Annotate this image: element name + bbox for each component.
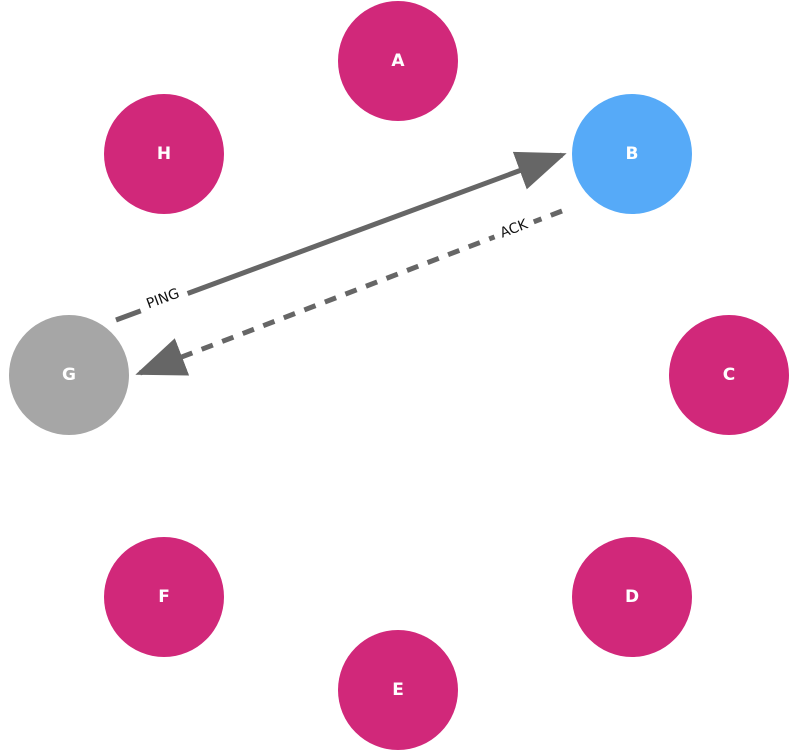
node-c-label: C [723, 365, 735, 385]
edge-ack: ACK [135, 208, 563, 376]
node-h-label: H [157, 144, 171, 164]
node-a-label: A [391, 51, 405, 71]
node-a[interactable]: A [338, 1, 458, 121]
node-f-label: F [158, 587, 170, 607]
node-g[interactable]: G [9, 315, 129, 435]
node-b-label: B [626, 144, 639, 164]
node-f[interactable]: F [104, 537, 224, 657]
edge-ping-line [115, 151, 567, 323]
node-h[interactable]: H [104, 94, 224, 214]
node-e[interactable]: E [338, 630, 458, 750]
node-d[interactable]: D [572, 537, 692, 657]
node-e-label: E [392, 680, 404, 700]
node-c[interactable]: C [669, 315, 789, 435]
node-b[interactable]: B [572, 94, 692, 214]
node-d-label: D [625, 587, 639, 607]
edge-ping: PING [115, 151, 567, 323]
node-g-label: G [62, 365, 76, 385]
edge-ack-line [135, 208, 563, 376]
